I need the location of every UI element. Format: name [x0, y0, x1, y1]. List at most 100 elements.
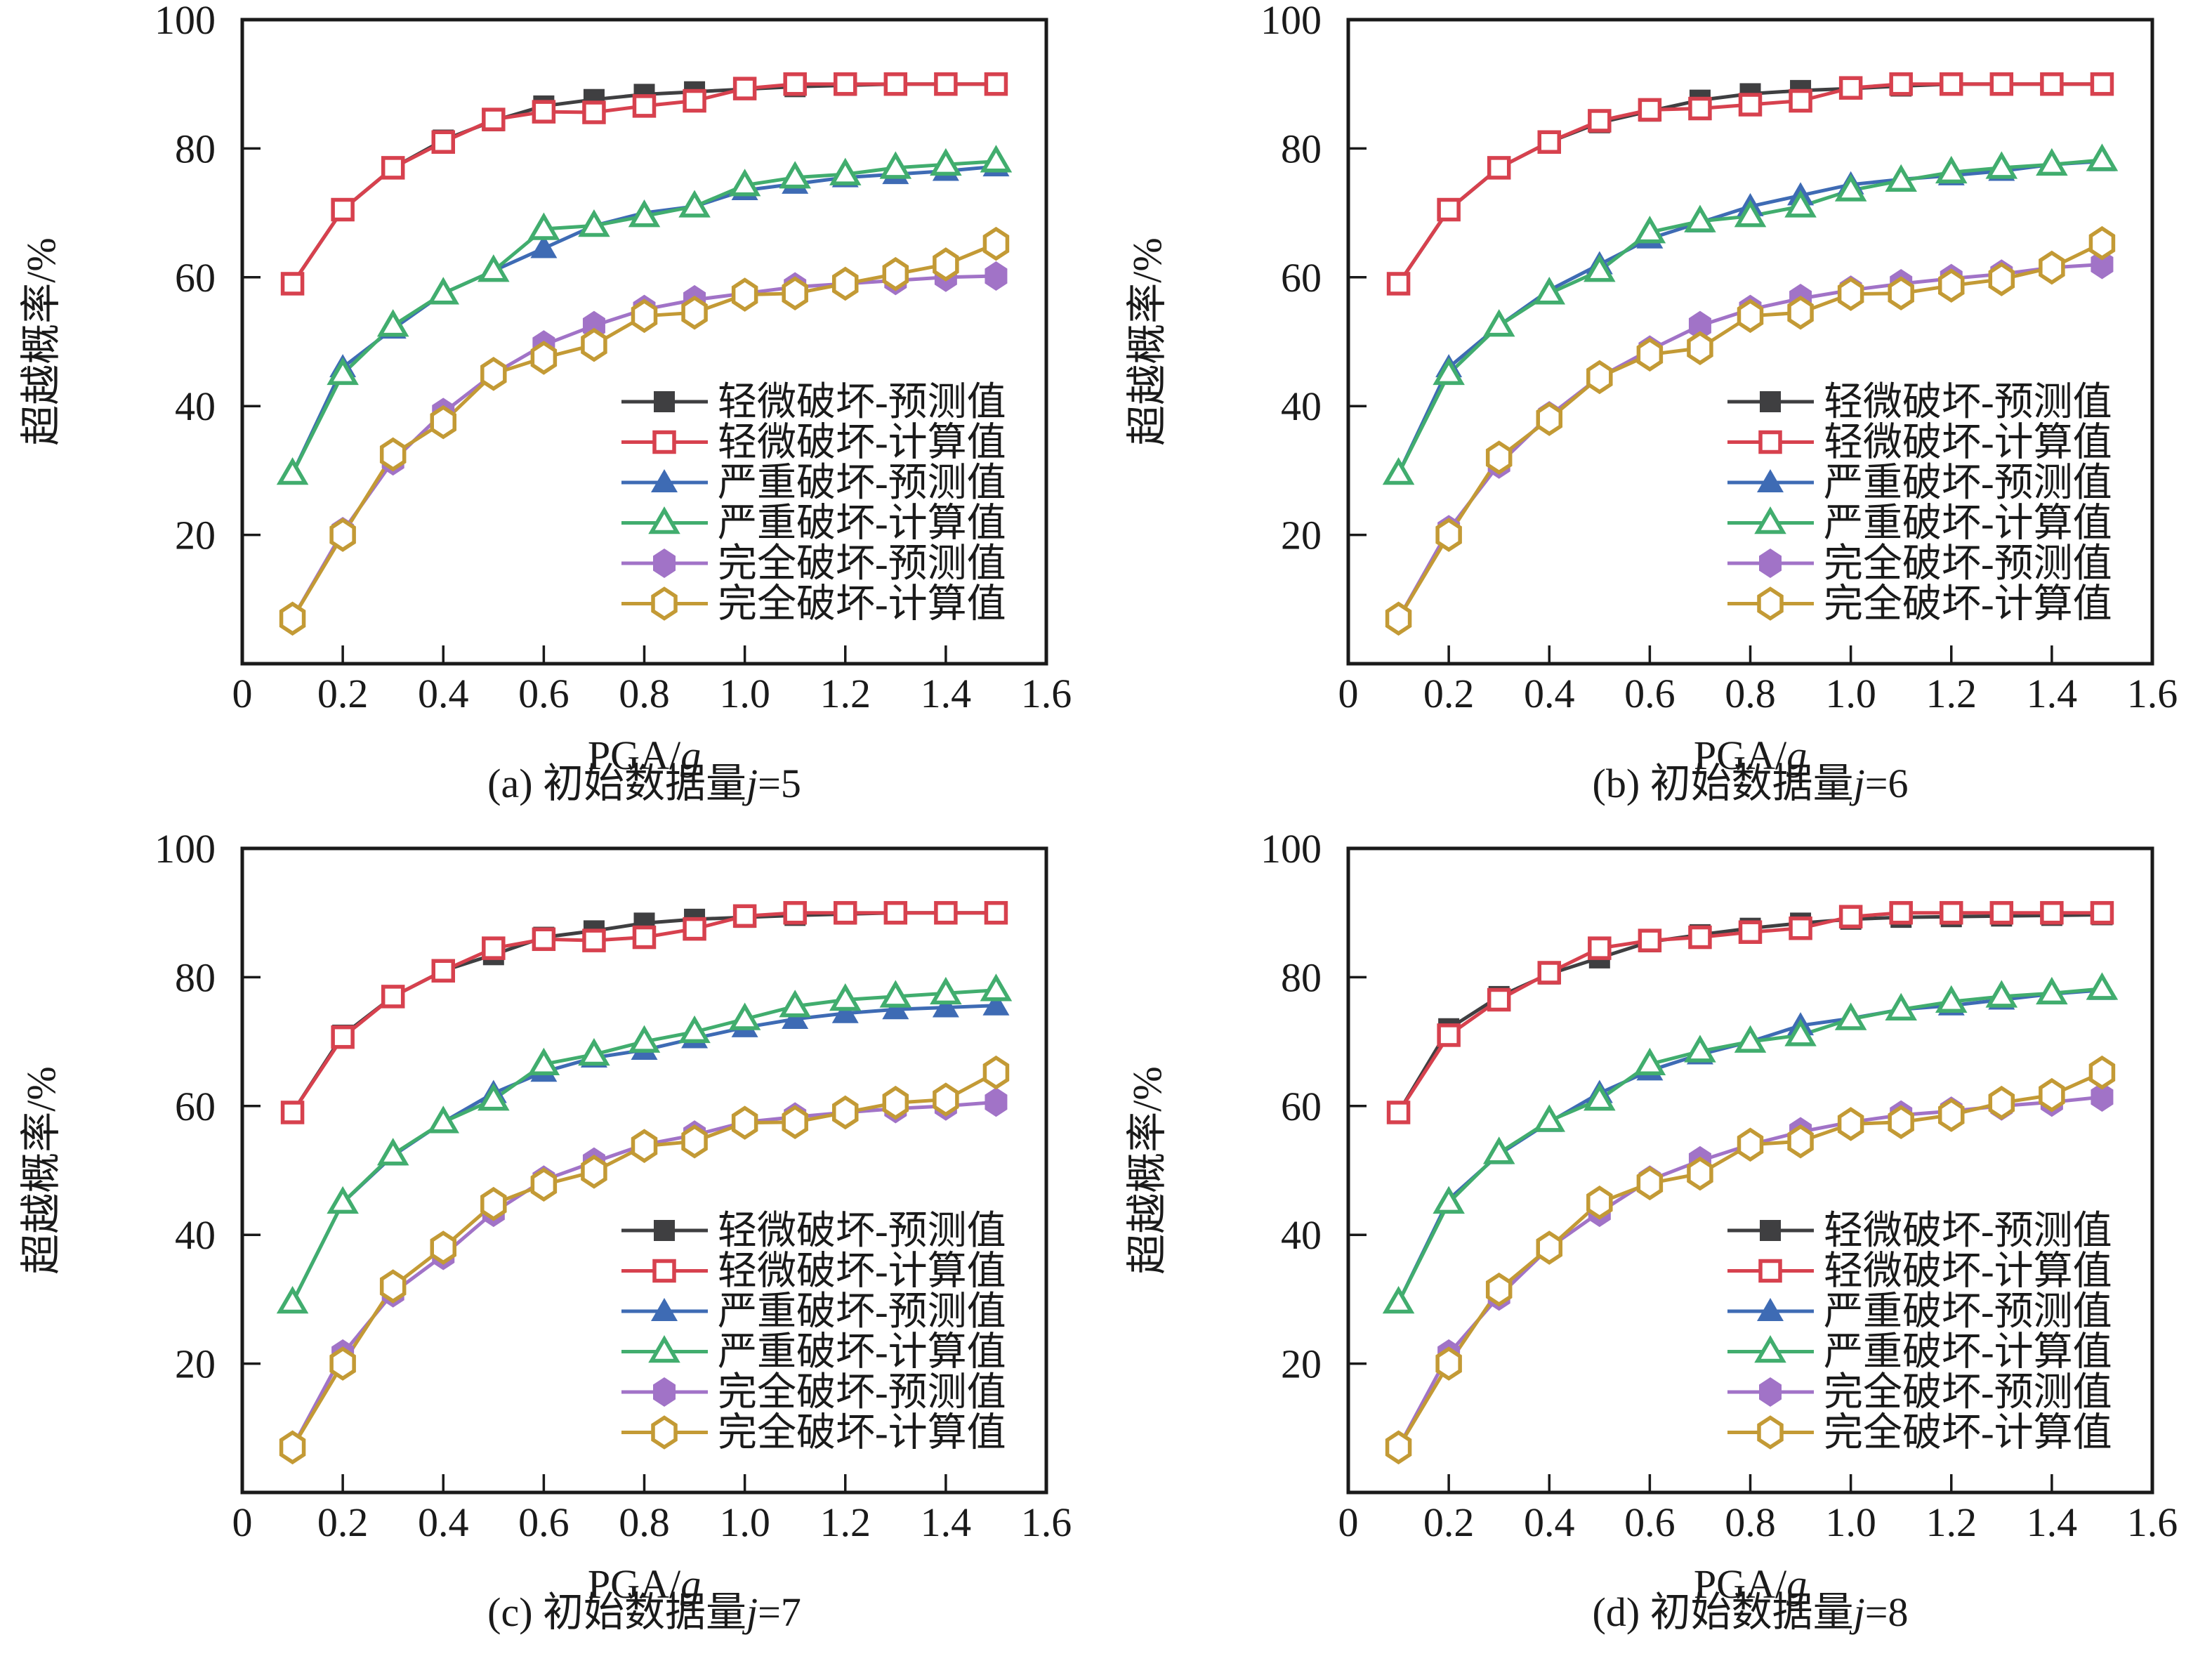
legend-marker-triangle-open: [1754, 1335, 1786, 1363]
x-tick-label: 0.2: [1423, 1499, 1475, 1545]
data-point-marker: [883, 900, 908, 925]
data-point-marker: [2090, 900, 2114, 925]
data-point-marker: [1784, 190, 1817, 218]
legend-label: 完全破坏-预测值: [718, 1371, 1006, 1414]
data-point-marker: [732, 904, 757, 928]
panel-caption: (c) 初始数据量j=7: [487, 1589, 801, 1635]
data-point-marker: [930, 147, 962, 176]
data-point-marker: [1734, 199, 1767, 228]
data-point-marker: [1586, 360, 1613, 395]
data-point-marker: [1838, 76, 1863, 100]
data-point-marker: [329, 1346, 356, 1381]
data-point-marker: [1687, 1156, 1713, 1191]
data-point-marker: [982, 226, 1010, 261]
data-point-marker: [1837, 1107, 1864, 1141]
legend-label: 轻微破坏-预测值: [718, 381, 1006, 424]
x-axis-title: PGA/g: [1694, 733, 1807, 778]
data-point-marker: [431, 959, 455, 983]
data-point-marker: [681, 295, 708, 330]
y-axis-title: 超越概率/%: [1124, 237, 1170, 445]
data-point-marker: [1536, 1230, 1562, 1265]
data-point-marker: [1537, 961, 1561, 985]
legend-marker-hexagon-open: [651, 1415, 678, 1450]
data-point-marker: [280, 1101, 305, 1124]
data-point-marker: [1938, 268, 1965, 303]
data-point-marker: [932, 994, 959, 1018]
panel-caption: (b) 初始数据量j=6: [1593, 761, 1909, 806]
data-point-marker: [1487, 987, 1511, 1012]
data-point-marker: [631, 1129, 658, 1163]
data-point-marker: [376, 1138, 409, 1166]
chart-canvas-a: 0 0.2 0.4 0.6 0.8 1.0 1.2 1.4 1.6 20 40 60 80 100 PGA/…: [18, 0, 1072, 806]
data-point-marker: [984, 72, 1008, 96]
data-point-marker: [1482, 1136, 1515, 1164]
y-tick-label: 60: [175, 255, 216, 301]
data-point-marker: [1738, 920, 1763, 944]
legend-label: 完全破坏-计算值: [718, 583, 1006, 626]
legend-label: 轻微破坏-预测值: [1824, 381, 2112, 424]
x-tick-label: 1.4: [2027, 1499, 2078, 1545]
legend-label: 严重破坏-预测值: [1824, 1290, 2112, 1334]
data-point-marker: [1684, 1035, 1716, 1063]
data-point-marker: [532, 100, 556, 124]
y-axis-title: 超越概率/%: [18, 237, 64, 445]
legend-marker-hexagon-open: [651, 586, 678, 621]
data-point-marker: [1437, 1023, 1461, 1047]
data-point-marker: [834, 72, 857, 96]
data-point-marker: [1435, 518, 1462, 552]
data-point-marker: [1940, 900, 1963, 925]
legend-marker-square-filled: [1760, 1220, 1781, 1241]
data-point-marker: [578, 209, 610, 237]
data-point-marker: [1433, 1186, 1465, 1214]
x-tick-label: 1.4: [921, 671, 972, 716]
x-tick-label: 0.6: [518, 1499, 570, 1545]
data-point-marker: [783, 72, 807, 96]
data-point-marker: [728, 1002, 761, 1030]
data-point-marker: [1482, 309, 1515, 337]
data-point-marker: [478, 254, 510, 282]
data-point-marker: [530, 341, 558, 375]
data-point-marker: [1885, 992, 1917, 1020]
x-tick-label: 0: [1338, 671, 1359, 716]
x-tick-label: 1.6: [1021, 1499, 1072, 1545]
legend-marker-triangle-filled: [1757, 1298, 1784, 1321]
data-point-marker: [427, 277, 460, 305]
y-tick-label: 20: [1281, 513, 1322, 558]
legend-marker-square-open: [652, 1259, 676, 1283]
data-point-marker: [2040, 900, 2064, 925]
data-point-marker: [782, 1105, 808, 1140]
legend-item: 严重破坏-计算值: [621, 502, 1006, 546]
data-point-marker: [681, 1124, 708, 1159]
legend-label: 轻微破坏-预测值: [718, 1209, 1006, 1253]
y-tick-label: 100: [1260, 0, 1322, 43]
legend-marker-hexagon-filled: [1759, 1377, 1782, 1407]
x-tick-label: 1.0: [719, 1499, 770, 1545]
x-tick-label: 1.6: [2127, 671, 2178, 716]
legend-item: 严重破坏-计算值: [1727, 502, 2112, 546]
data-point-marker: [933, 247, 959, 282]
x-tick-label: 1.6: [1021, 671, 1072, 716]
data-point-marker: [678, 1015, 711, 1044]
data-point-marker: [1688, 925, 1712, 950]
data-point-marker: [527, 1047, 560, 1075]
data-point-marker: [1989, 900, 2014, 925]
data-point-marker: [532, 927, 556, 952]
legend-label: 完全破坏-计算值: [1824, 1412, 2112, 1455]
legend-label: 轻微破坏-计算值: [1824, 1250, 2112, 1294]
legend-item: 完全破坏-计算值: [1727, 1412, 2112, 1455]
data-point-marker: [1385, 601, 1412, 636]
legend: 轻微破坏-预测值轻微破坏-计算值严重破坏-预测值严重破坏-计算值完全破坏-预测值…: [1727, 1209, 2112, 1455]
x-tick-label: 0: [232, 1499, 253, 1545]
data-point-marker: [2036, 976, 2068, 1005]
x-tick-label: 1.2: [820, 1499, 871, 1545]
data-point-marker: [331, 197, 355, 222]
data-point-marker: [381, 985, 405, 1009]
legend-marker-square-filled: [654, 391, 675, 412]
legend-marker-triangle-filled: [651, 1298, 678, 1321]
data-point-marker: [1935, 155, 1968, 184]
data-point-marker: [783, 900, 807, 925]
legend-label: 完全破坏-计算值: [718, 1412, 1006, 1455]
data-point-marker: [1789, 88, 1812, 113]
data-point-marker: [632, 94, 657, 118]
